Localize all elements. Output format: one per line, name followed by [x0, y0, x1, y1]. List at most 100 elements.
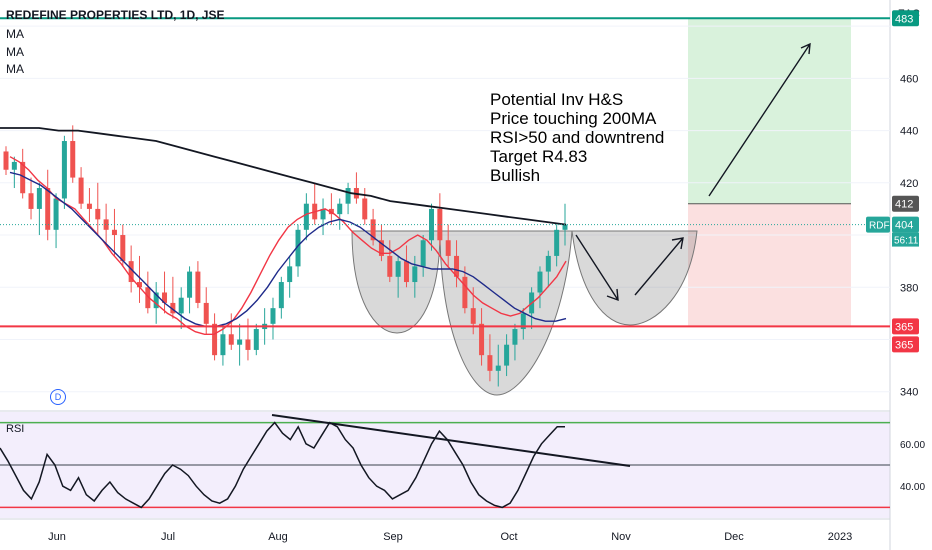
rsi-tick-label: 40.00 — [900, 482, 925, 493]
candle-body — [170, 302, 176, 314]
symbol-tag: RDF — [869, 221, 890, 232]
countdown-label: 56:11 — [894, 236, 919, 247]
annotation-line: RSI>50 and downtrend — [490, 128, 665, 147]
rsi-line — [0, 421, 565, 509]
candle-body — [237, 339, 243, 345]
candle-body — [20, 161, 26, 194]
candle-body — [287, 266, 293, 283]
candle-body — [28, 193, 34, 209]
candle-body — [145, 287, 151, 309]
time-axis-label: 2023 — [828, 531, 852, 543]
candle-body — [53, 198, 59, 230]
candle-body — [162, 292, 168, 303]
candle-body — [136, 282, 142, 288]
candle-body — [70, 141, 76, 178]
candle-body — [3, 151, 9, 170]
candle-body — [403, 261, 409, 283]
candle-body — [445, 240, 451, 256]
candle-body — [470, 308, 476, 324]
candle-body — [562, 224, 568, 230]
moving-average-line — [0, 127, 567, 226]
price-tick-label: 380 — [900, 282, 918, 294]
support-price-tag-bg — [892, 318, 919, 335]
candle-body — [545, 255, 551, 272]
time-axis-label: Jun — [48, 531, 66, 543]
candle-body — [11, 161, 17, 170]
price-tick-label: 420 — [900, 178, 918, 190]
candle-body — [270, 308, 276, 324]
candle-body — [187, 271, 193, 298]
candle-body — [337, 203, 343, 215]
candle-body — [245, 339, 251, 350]
target-arrow — [708, 42, 811, 197]
candle-body — [495, 365, 501, 371]
time-axis-label: Nov — [611, 531, 631, 543]
candle-body — [203, 302, 209, 324]
support-price-tag: 365 — [895, 321, 913, 333]
head-shape — [439, 230, 573, 396]
price-tick-label: 440 — [900, 126, 918, 138]
annotation-line: Potential Inv H&S — [490, 90, 624, 109]
candle-body — [128, 261, 134, 283]
candle-body — [437, 208, 443, 241]
stop-zone — [688, 203, 851, 327]
candle-body — [512, 329, 518, 345]
candle-body — [412, 266, 418, 283]
candle-body — [520, 313, 526, 330]
rsi-legend[interactable]: RSI — [6, 423, 25, 435]
target-price-tag: 483 — [895, 13, 913, 25]
ma-legend-1[interactable]: MA — [6, 27, 24, 41]
candle-body — [103, 219, 109, 230]
ma-legend-2[interactable]: MA — [6, 45, 24, 59]
up-arrow — [634, 237, 684, 296]
rsi-trendline — [271, 414, 631, 467]
candle-body — [345, 188, 351, 204]
down-arrow — [575, 234, 619, 302]
rsi-tick-label: 60.00 — [900, 440, 925, 451]
annotation-line: Price touching 200MA — [490, 109, 657, 128]
target-price-tag-bg — [892, 10, 919, 27]
price-tick-label: 340 — [900, 387, 918, 399]
time-axis-label: Jul — [161, 531, 175, 543]
candle-body — [253, 329, 259, 350]
candle-body — [537, 271, 543, 293]
candle-body — [36, 188, 42, 209]
candle-body — [462, 276, 468, 309]
time-axis-label: Aug — [268, 531, 288, 543]
moving-average-line — [9, 171, 567, 328]
stop-price-tag: 412 — [895, 199, 913, 211]
stop-price-tag-bg — [892, 195, 919, 212]
candle-body — [153, 292, 159, 309]
candle-body — [454, 255, 460, 277]
candle-body — [178, 297, 184, 314]
candle-body — [61, 141, 67, 199]
candle-body — [362, 198, 368, 220]
support-price-tag-2-bg — [892, 336, 919, 353]
time-axis-label: Dec — [724, 531, 744, 543]
candle-body — [278, 282, 284, 309]
annotation-line: Target R4.83 — [490, 147, 588, 166]
candle-body — [479, 323, 485, 356]
candle-body — [212, 323, 218, 356]
candle-body — [195, 271, 201, 303]
candle-body — [86, 203, 92, 209]
candle-body — [95, 208, 101, 220]
left-shoulder-shape — [351, 230, 441, 334]
time-axis-label: Sep — [383, 531, 403, 543]
candle-body — [395, 261, 401, 277]
candle-body — [370, 219, 376, 241]
ma-legend-3[interactable]: MA — [6, 62, 24, 76]
candle-body — [45, 188, 51, 230]
candle-body — [420, 240, 426, 267]
time-axis-label: Oct — [500, 531, 517, 543]
candle-body — [320, 208, 326, 220]
candle-body — [328, 208, 334, 215]
candle-body — [220, 334, 226, 356]
candle-body — [504, 344, 510, 366]
candle-body — [111, 229, 117, 236]
price-tick-label: 460 — [900, 73, 918, 85]
dividend-badge[interactable]: D — [50, 389, 66, 405]
candle-body — [295, 229, 301, 267]
symbol-tag-bg — [866, 216, 890, 233]
